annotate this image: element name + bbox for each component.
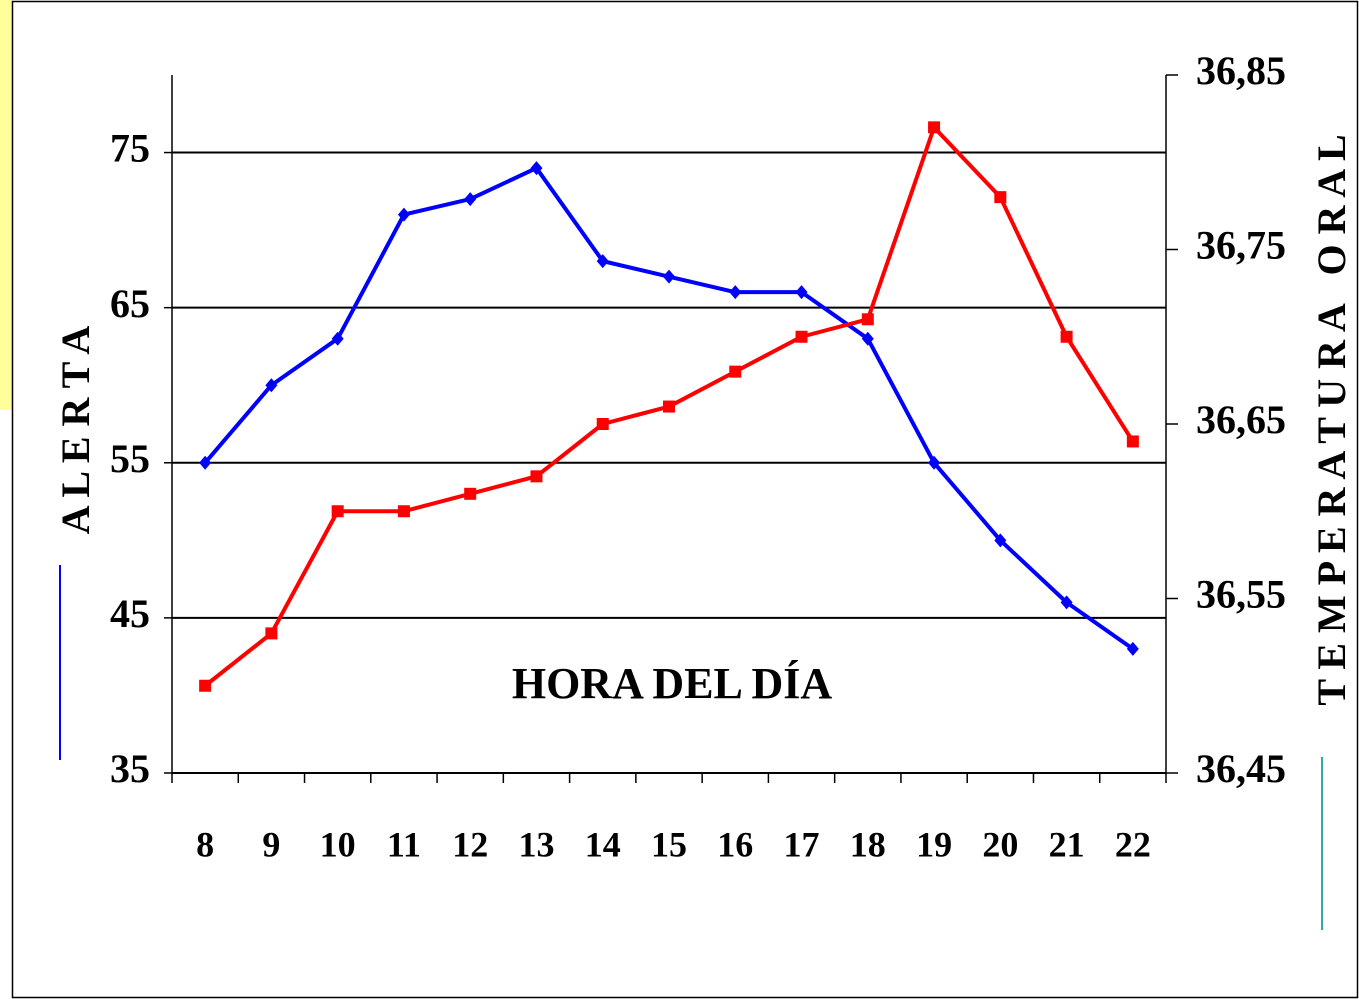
marker: [265, 378, 278, 393]
marker: [994, 191, 1007, 204]
marker: [596, 254, 609, 269]
x-tick-label: 11: [387, 824, 421, 864]
x-tick-label: 21: [1049, 824, 1085, 864]
marker: [199, 679, 212, 692]
x-tick-label: 15: [651, 824, 687, 864]
marker: [530, 470, 543, 483]
x-axis-title: HORA DEL DÍA: [512, 659, 833, 708]
y2-tick-label: 36,75: [1196, 223, 1286, 268]
marker: [331, 331, 344, 346]
marker: [663, 269, 675, 284]
marker: [331, 505, 344, 518]
x-tick-label: 12: [452, 824, 488, 864]
marker: [1060, 595, 1073, 610]
x-tick-label: 13: [518, 824, 554, 864]
marker: [928, 455, 941, 470]
marker: [1126, 641, 1139, 656]
y-axis-title: A L E R T A: [53, 326, 98, 535]
x-tick-label: 10: [320, 824, 356, 864]
x-tick-label: 8: [196, 824, 214, 864]
marker: [663, 400, 675, 413]
x-tick-label: 19: [916, 824, 952, 864]
frame: [11, 0, 1359, 999]
marker: [729, 365, 742, 378]
x-tick-label: 14: [585, 824, 621, 864]
corner-accent: [0, 0, 12, 410]
y-tick-label: 55: [110, 436, 150, 481]
marker: [994, 533, 1007, 548]
x-tick-label: 22: [1115, 824, 1151, 864]
marker: [530, 161, 543, 176]
marker: [1126, 435, 1139, 448]
y2-tick-label: 36,55: [1196, 572, 1286, 617]
marker: [861, 313, 874, 326]
marker: [861, 331, 874, 346]
x-tick-label: 17: [784, 824, 820, 864]
y-tick-label: 35: [110, 746, 150, 791]
marker: [397, 207, 410, 222]
x-tick-label: 18: [850, 824, 886, 864]
y2-axis-title: T E M P E R A T U R A O R A L: [1309, 134, 1354, 705]
y2-tick-label: 36,65: [1196, 397, 1286, 442]
marker: [464, 487, 477, 500]
y-tick-label: 75: [110, 126, 150, 171]
marker: [795, 285, 808, 300]
marker: [265, 627, 278, 640]
marker: [596, 418, 609, 430]
y-tick-label: 65: [110, 281, 150, 326]
y2-tick-label: 36,85: [1196, 48, 1286, 93]
marker: [1060, 330, 1073, 343]
marker: [729, 285, 742, 300]
marker: [928, 121, 941, 134]
y2-tick-label: 36,45: [1196, 746, 1286, 791]
marker: [397, 505, 410, 518]
marker: [199, 455, 212, 470]
marker: [795, 330, 808, 343]
x-tick-label: 9: [262, 824, 280, 864]
x-tick-label: 16: [717, 824, 753, 864]
y-tick-label: 45: [110, 591, 150, 636]
marker: [464, 192, 477, 207]
x-tick-label: 20: [982, 824, 1018, 864]
